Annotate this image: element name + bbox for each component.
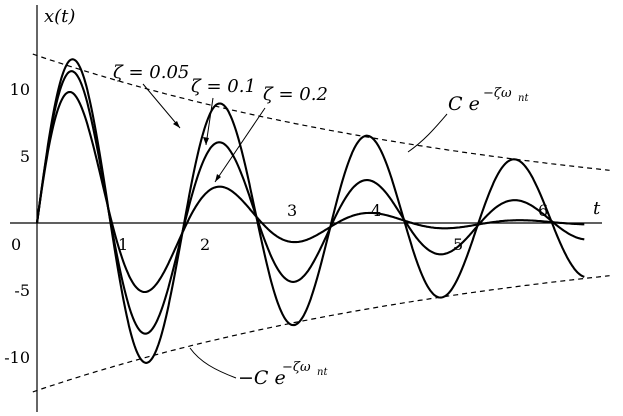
y-tick-label-5: 5: [20, 147, 30, 166]
svg-text:nt: nt: [317, 367, 328, 378]
svg-text:−C e: −C e: [238, 367, 286, 389]
series-line-zeta-0.2: [35, 90, 585, 294]
x-tick-label-1: 1: [118, 235, 128, 254]
y-tick-label--5: -5: [14, 281, 30, 300]
series-label-zeta-0.2: ζ = 0.2: [263, 84, 328, 105]
series-label-zeta-0.05: ζ = 0.05: [113, 62, 189, 83]
y-tick-labels: 10 5 -5 -10: [4, 80, 30, 367]
svg-text:−ζω: −ζω: [282, 360, 311, 375]
annotation-arrow-zeta-0.1: [203, 97, 214, 146]
series-line-zeta-0.05: [35, 58, 585, 364]
x-tick-labels: 1 2 3 4 5 6: [118, 201, 548, 254]
lower-envelope-label-leader: [189, 347, 237, 379]
upper-envelope-label: C e −ζω nt: [448, 86, 529, 115]
origin-label: 0: [11, 235, 21, 254]
x-tick-label-2: 2: [200, 235, 210, 254]
series-line-zeta-0.1: [35, 70, 585, 335]
lower-envelope: [32, 275, 610, 393]
svg-text:−ζω: −ζω: [483, 86, 512, 101]
series-label-zeta-0.1: ζ = 0.1: [191, 76, 256, 97]
x-tick-label-3: 3: [287, 201, 297, 220]
y-tick-label-10: 10: [10, 80, 30, 99]
annotation-arrow-zeta-0.2: [214, 107, 266, 183]
upper-envelope-label-leader: [407, 113, 448, 153]
x-axis-label: t: [593, 198, 601, 219]
x-tick-label-6: 6: [538, 201, 548, 220]
x-tick-label-5: 5: [453, 235, 463, 254]
annotation-arrow-zeta-0.05: [142, 83, 181, 129]
svg-text:nt: nt: [518, 93, 529, 104]
y-axis-label: x(t): [44, 6, 75, 27]
lower-envelope-label: −C e −ζω nt: [238, 360, 328, 389]
svg-text:C e: C e: [448, 93, 480, 115]
x-tick-label-4: 4: [371, 201, 381, 220]
upper-envelope: [32, 53, 610, 171]
y-tick-label--10: -10: [4, 348, 30, 367]
